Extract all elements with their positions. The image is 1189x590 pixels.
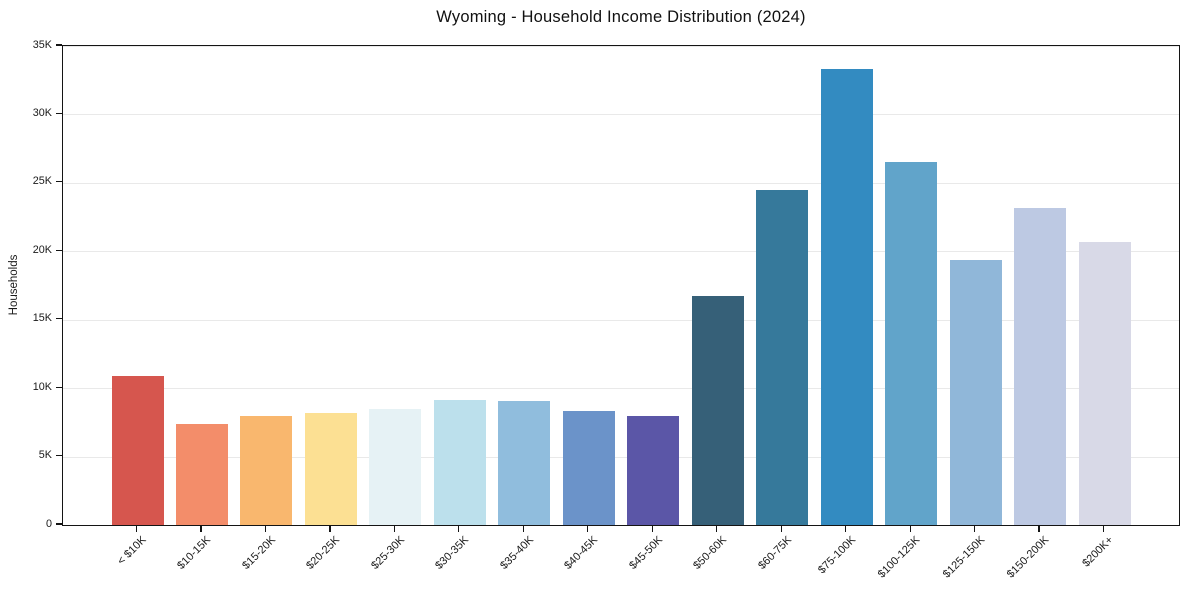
bar — [111, 375, 164, 525]
x-tick-label: $60-75K — [755, 534, 794, 572]
y-tick-mark — [56, 318, 62, 320]
x-tick-mark — [264, 526, 267, 532]
x-tick-label: $35-40K — [497, 534, 536, 572]
bar — [1014, 207, 1066, 525]
bar — [433, 399, 486, 525]
y-tick-label: 35K — [32, 38, 52, 51]
y-tick-mark — [56, 454, 62, 457]
x-tick-label: < $10K — [115, 534, 149, 568]
x-tick-label: $45-50K — [626, 534, 665, 572]
x-tick-label: $15-20K — [239, 534, 278, 572]
x-tick-label: $50-60K — [691, 534, 730, 572]
bar — [176, 423, 228, 525]
bar — [369, 408, 422, 525]
y-tick-label: 15K — [32, 312, 52, 325]
x-tick-label: $25-30K — [368, 534, 407, 572]
x-tick-mark — [845, 526, 847, 532]
gridline — [63, 114, 1179, 116]
x-tick-label: $150-200K — [1004, 534, 1052, 581]
bar — [885, 161, 938, 525]
y-tick-mark — [56, 523, 62, 525]
x-tick-mark — [909, 526, 911, 532]
chart-title: Wyoming - Household Income Distribution … — [436, 8, 806, 26]
y-tick-label: 0 — [45, 517, 52, 530]
bar — [820, 68, 873, 525]
x-tick-mark — [973, 526, 976, 532]
y-tick-mark — [56, 44, 62, 46]
y-tick-mark — [56, 112, 62, 115]
bar — [562, 410, 615, 525]
y-tick-label: 25K — [32, 175, 52, 188]
y-tick-label: 30K — [32, 106, 52, 119]
x-tick-mark — [587, 526, 589, 532]
gridline — [63, 251, 1179, 253]
y-tick-mark — [56, 249, 62, 251]
x-tick-mark — [458, 526, 460, 532]
bar — [1078, 242, 1131, 525]
gridline — [63, 46, 1179, 47]
x-tick-label: $125-150K — [940, 534, 988, 581]
x-tick-mark — [522, 526, 524, 532]
bar — [304, 412, 357, 525]
x-tick-mark — [651, 526, 653, 532]
plot-area — [62, 45, 1180, 526]
x-tick-label: $75-100K — [815, 534, 859, 577]
x-tick-mark — [200, 526, 202, 532]
gridline — [63, 388, 1179, 390]
x-tick-mark — [393, 526, 395, 532]
x-tick-label: $100-125K — [876, 534, 923, 581]
bar — [627, 416, 680, 525]
bar — [498, 400, 551, 525]
gridline — [63, 456, 1179, 458]
x-tick-mark — [135, 526, 138, 532]
gridline — [63, 182, 1179, 184]
x-tick-mark — [1038, 526, 1040, 532]
x-tick-label: $40-45K — [562, 534, 601, 572]
y-tick-label: 20K — [32, 243, 52, 256]
bar — [756, 190, 809, 525]
x-tick-mark — [716, 526, 718, 532]
x-tick-mark — [329, 526, 331, 532]
x-tick-label: $10-15K — [175, 534, 214, 572]
gridline — [63, 319, 1179, 321]
x-tick-label: $200K+ — [1080, 534, 1116, 570]
x-tick-mark — [780, 526, 782, 532]
x-tick-label: $20-25K — [304, 534, 343, 572]
y-axis-title: Households — [8, 254, 20, 316]
y-tick-label: 10K — [32, 380, 52, 393]
bar — [949, 260, 1002, 525]
y-tick-mark — [56, 386, 62, 388]
bar — [691, 296, 744, 525]
y-tick-mark — [56, 181, 62, 183]
bar — [240, 416, 293, 525]
x-tick-label: $30-35K — [433, 534, 472, 572]
x-tick-mark — [1102, 526, 1105, 532]
y-tick-label: 5K — [38, 449, 52, 462]
